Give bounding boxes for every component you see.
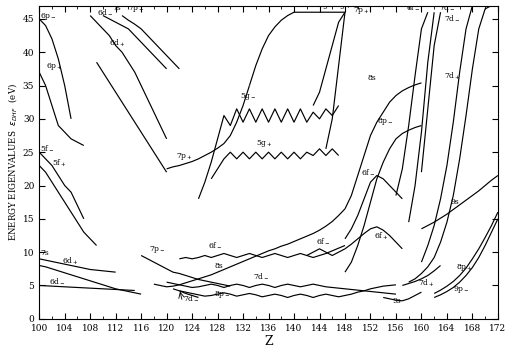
Text: 7p$_+$: 7p$_+$	[353, 5, 370, 16]
X-axis label: Z: Z	[264, 336, 273, 348]
Text: 6d$_+$: 6d$_+$	[109, 38, 126, 49]
Text: 6d$_+$: 6d$_+$	[61, 255, 78, 267]
Text: 5g$_-$: 5g$_-$	[240, 91, 257, 102]
Text: 5g$_+$: 5g$_+$	[256, 138, 272, 149]
Text: 5f$_+$: 5f$_+$	[52, 157, 67, 169]
Text: 7s: 7s	[113, 4, 121, 12]
Text: 5g$_-$: 5g$_-$	[318, 0, 335, 11]
Text: 9p$_-$: 9p$_-$	[453, 285, 470, 296]
Text: 6f$_-$: 6f$_-$	[316, 236, 331, 245]
Text: 7d$_-$: 7d$_-$	[439, 2, 456, 11]
Text: 6f$_+$: 6f$_+$	[431, 0, 446, 11]
Y-axis label: ENERGY EIGENVALUES  $\varepsilon_{DHF}$  (eV): ENERGY EIGENVALUES $\varepsilon_{DHF}$ (…	[6, 83, 18, 241]
Text: 8s: 8s	[215, 262, 223, 270]
Text: 6p$_-$: 6p$_-$	[40, 11, 57, 22]
Text: 5f$_-$: 5f$_-$	[40, 143, 55, 152]
Text: 7p$_-$: 7p$_-$	[129, 2, 145, 13]
Text: 6f$_-$: 6f$_-$	[208, 240, 223, 249]
Text: 6d$_-$: 6d$_-$	[97, 7, 113, 16]
Text: 9s: 9s	[450, 198, 459, 206]
Text: 8p$_-$: 8p$_-$	[215, 289, 231, 300]
Text: 7p$_+$: 7p$_+$	[176, 151, 193, 162]
Text: 8p$_-$: 8p$_-$	[377, 116, 394, 127]
Text: 8p$_+$: 8p$_+$	[457, 262, 473, 274]
Text: 7d$_-$: 7d$_-$	[444, 13, 461, 22]
Text: 7d$_-$: 7d$_-$	[183, 293, 199, 302]
Text: 5g$_+$: 5g$_+$	[335, 0, 352, 11]
Text: 7p$_-$: 7p$_-$	[149, 245, 165, 256]
Text: 6f$_-$: 6f$_-$	[406, 2, 420, 11]
Text: 7d$_-$: 7d$_-$	[252, 271, 269, 280]
Text: 7d$_+$: 7d$_+$	[418, 277, 435, 289]
Text: 6p$_+$: 6p$_+$	[46, 61, 62, 72]
Text: 9s: 9s	[393, 297, 401, 306]
Text: 6f$_+$: 6f$_+$	[374, 231, 389, 242]
Text: 8s: 8s	[367, 74, 376, 82]
Text: 6f$_-$: 6f$_-$	[361, 166, 376, 176]
Text: 7s: 7s	[40, 249, 49, 257]
Text: 7d$_+$: 7d$_+$	[444, 71, 461, 82]
Text: 6d$_-$: 6d$_-$	[49, 276, 66, 285]
